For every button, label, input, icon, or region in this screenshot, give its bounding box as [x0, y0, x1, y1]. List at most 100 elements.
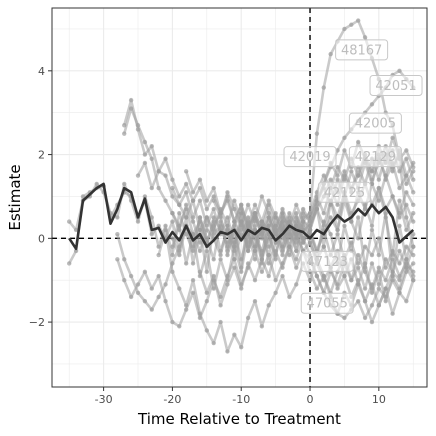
- data-point: [122, 131, 127, 136]
- data-point: [287, 294, 292, 300]
- data-point: [170, 244, 175, 249]
- data-point: [80, 194, 86, 199]
- data-point: [163, 227, 168, 233]
- data-point: [259, 194, 265, 199]
- data-point: [411, 164, 416, 170]
- data-point: [197, 269, 203, 275]
- data-point: [307, 278, 313, 283]
- data-point: [349, 22, 354, 27]
- series-line: [157, 228, 415, 353]
- data-point: [273, 290, 278, 295]
- unit-label-box: [348, 112, 402, 134]
- data-point: [211, 198, 216, 203]
- data-point: [149, 307, 154, 312]
- data-point: [259, 252, 265, 258]
- data-point: [163, 298, 168, 304]
- data-point: [355, 252, 361, 258]
- data-point: [135, 219, 141, 224]
- data-point: [404, 244, 409, 249]
- data-point: [404, 181, 409, 187]
- data-point: [355, 278, 361, 283]
- data-point: [273, 223, 278, 228]
- data-point: [190, 219, 196, 224]
- data-point: [183, 169, 189, 174]
- data-point: [404, 156, 409, 161]
- data-point: [314, 286, 320, 291]
- reference-lines: [52, 8, 427, 387]
- unit-label-box: [369, 74, 423, 96]
- background-series-15: [225, 181, 416, 258]
- data-point: [239, 231, 244, 237]
- data-point: [362, 286, 368, 291]
- data-point: [390, 273, 395, 279]
- data-point: [287, 211, 292, 216]
- data-point: [294, 257, 299, 262]
- unit-label-box: [300, 292, 354, 314]
- data-point: [280, 265, 285, 270]
- data-point: [211, 185, 216, 191]
- data-point: [321, 173, 326, 178]
- data-point: [149, 156, 154, 161]
- data-point: [362, 244, 368, 249]
- data-point: [211, 257, 216, 262]
- data-point: [383, 265, 388, 270]
- data-point: [397, 286, 402, 291]
- unit-label: 42019: [283, 146, 337, 168]
- x-tick-label: -10: [232, 393, 250, 406]
- x-tick-label: 0: [307, 393, 314, 406]
- data-point: [232, 265, 237, 270]
- data-point: [287, 252, 292, 258]
- data-point: [232, 332, 237, 337]
- data-point: [135, 290, 141, 295]
- data-point: [183, 181, 189, 187]
- unit-label-box: [348, 146, 402, 168]
- data-point: [149, 143, 154, 149]
- data-point: [239, 269, 244, 275]
- data-point: [177, 286, 182, 291]
- data-point: [197, 198, 203, 203]
- x-axis-title: Time Relative to Treatment: [137, 410, 341, 428]
- data-point: [369, 169, 375, 174]
- data-point: [245, 261, 251, 266]
- data-point: [204, 198, 210, 203]
- data-point: [170, 194, 175, 199]
- data-point: [397, 248, 402, 254]
- data-point: [397, 261, 402, 266]
- unit-labels: 48167 42051 42005 42019 42129 42125 47123 47055: [283, 39, 423, 314]
- data-point: [177, 202, 182, 208]
- data-point: [252, 298, 258, 304]
- data-point: [294, 282, 299, 287]
- data-point: [328, 231, 333, 237]
- data-point: [163, 156, 168, 161]
- data-point: [335, 177, 340, 182]
- data-point: [211, 340, 216, 346]
- data-point: [204, 215, 210, 220]
- data-point: [156, 273, 161, 279]
- data-point: [349, 169, 354, 174]
- data-point: [156, 185, 161, 191]
- data-point: [197, 177, 203, 182]
- data-point: [397, 185, 402, 191]
- data-point: [218, 252, 223, 258]
- data-point: [294, 202, 299, 208]
- data-point: [404, 202, 409, 208]
- data-point: [197, 215, 203, 220]
- data-point: [239, 257, 244, 262]
- data-point: [328, 215, 333, 220]
- data-point: [404, 190, 409, 195]
- data-point: [149, 231, 154, 237]
- data-point: [259, 219, 265, 224]
- data-point: [252, 215, 258, 220]
- data-point: [204, 248, 210, 254]
- data-point: [369, 102, 375, 107]
- data-point: [342, 223, 347, 228]
- data-point: [170, 211, 175, 216]
- data-point: [342, 177, 347, 182]
- data-point: [383, 286, 388, 291]
- data-point: [266, 261, 271, 266]
- data-point: [204, 298, 210, 304]
- data-point: [190, 244, 196, 249]
- data-point: [376, 286, 382, 291]
- data-point: [128, 97, 134, 103]
- data-point: [390, 257, 395, 262]
